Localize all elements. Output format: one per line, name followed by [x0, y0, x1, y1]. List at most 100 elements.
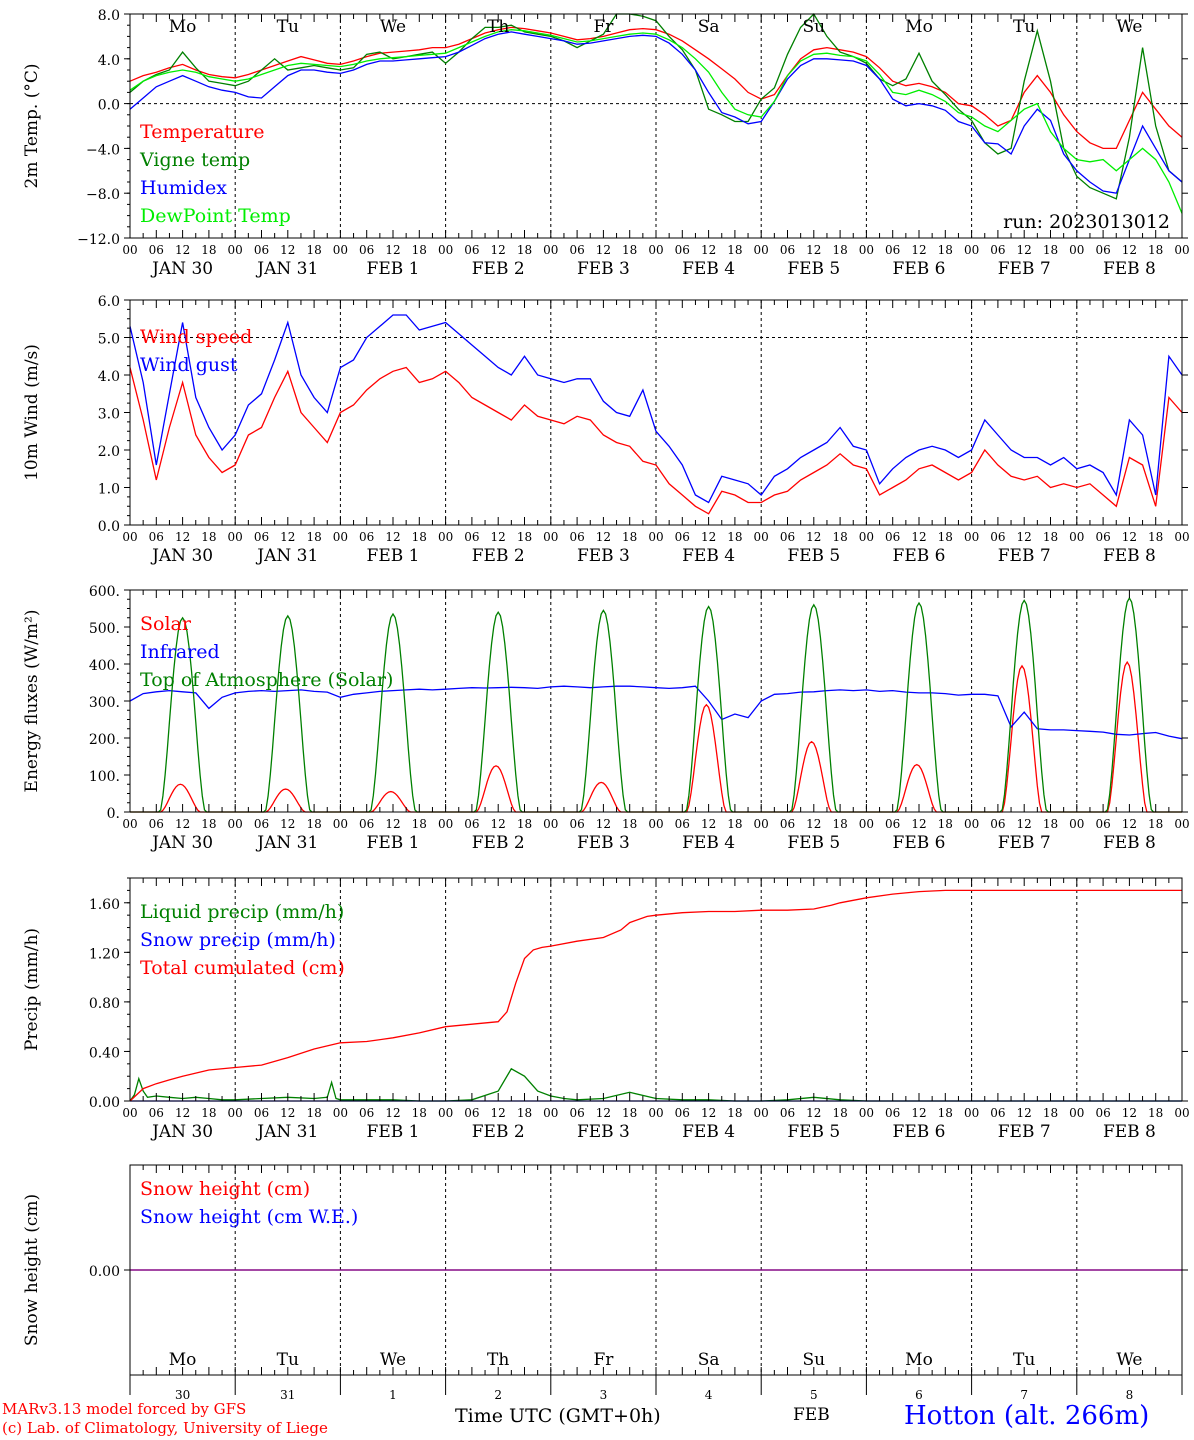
panel-1-series-1-line — [129, 26, 1183, 150]
panel-4-hour-label: 00 — [964, 1106, 979, 1120]
panel-3-hour-label: 12 — [280, 817, 295, 831]
panel-2-hour-label: 06 — [885, 530, 900, 544]
panel-2-y-tick-label: 2.0 — [98, 444, 120, 460]
panel-4-y-tick-label: 0.80 — [89, 996, 120, 1012]
footer-time-label: Time UTC (GMT+0h) — [455, 1405, 661, 1427]
day-name-top: Tu — [1013, 17, 1035, 37]
panel-3-y-axis-title: Energy fluxes (W/m²) — [22, 610, 42, 793]
panel-2-hour-label: 18 — [1148, 530, 1163, 544]
panel-3-legend-3: Top of Atmosphere (Solar) — [140, 669, 393, 691]
panel-1-hour-label: 06 — [569, 243, 584, 257]
panel-4-hour-label: 06 — [885, 1106, 900, 1120]
panel-4-y-tick-label: 0.00 — [89, 1095, 120, 1111]
panel-3-hour-label: 00 — [1069, 817, 1084, 831]
panel-2-y-tick-label: 3.0 — [98, 407, 120, 423]
panel-2-legend-1: Wind speed — [140, 326, 252, 348]
panel-4-hour-label: 00 — [859, 1106, 874, 1120]
panel-1-date-label: FEB 3 — [577, 259, 630, 279]
panel-1-hour-label: 12 — [596, 243, 611, 257]
panel-1-hour-label: 18 — [201, 243, 216, 257]
panel-4-date-label: FEB 8 — [1103, 1122, 1156, 1142]
panel-2-date-label: FEB 1 — [367, 546, 420, 566]
panel-1-hour-label: 06 — [1095, 243, 1110, 257]
panel-1-legend-3: Humidex — [140, 177, 227, 199]
panel-3-hour-label: 18 — [412, 817, 427, 831]
panel-2-hour-label: 00 — [122, 530, 137, 544]
panel-3-hour-label: 06 — [990, 817, 1005, 831]
panel-1-legend-4: DewPoint Temp — [140, 205, 291, 227]
panel-4-hour-label: 00 — [122, 1106, 137, 1120]
panel-4-date-label: FEB 6 — [893, 1122, 946, 1142]
panel-3-hour-label: 06 — [569, 817, 584, 831]
panel-3-legend-2: Infrared — [140, 641, 220, 663]
panel-3-date-label: JAN 30 — [150, 833, 213, 853]
panel-1-hour-label: 18 — [1148, 243, 1163, 257]
day-number-label: 4 — [705, 1388, 713, 1402]
panel-2-hour-label: 18 — [1043, 530, 1058, 544]
day-name-bottom: We — [380, 1350, 406, 1370]
panel-5-y-axis-title: Snow height (cm) — [22, 1194, 42, 1346]
panel-2-y-tick-label: 4.0 — [98, 369, 120, 385]
panel-3-hour-label: 18 — [727, 817, 742, 831]
panel-2-hour-label: 00 — [228, 530, 243, 544]
panel-4-hour-label: 18 — [412, 1106, 427, 1120]
panel-4-hour-label: 12 — [1017, 1106, 1032, 1120]
day-name-bottom: Fr — [593, 1350, 614, 1370]
panel-1-date-label: FEB 8 — [1103, 259, 1156, 279]
panel-2-hour-label: 06 — [464, 530, 479, 544]
panel-3-hour-label: 06 — [254, 817, 269, 831]
panel-1-hour-label: 06 — [464, 243, 479, 257]
panel-3-hour-label: 00 — [543, 817, 558, 831]
panel-4-date-label: FEB 2 — [472, 1122, 525, 1142]
panel-3-y-tick-label: 100. — [89, 769, 120, 785]
panel-2-hour-label: 06 — [780, 530, 795, 544]
panel-1-run-label: run: 2023013012 — [1003, 211, 1170, 233]
panel-4-hour-label: 06 — [254, 1106, 269, 1120]
panel-1-y-tick-label: −8.0 — [86, 187, 120, 203]
panel-2-hour-label: 12 — [280, 530, 295, 544]
panel-3-hour-label: 12 — [1017, 817, 1032, 831]
day-number-label: 1 — [389, 1388, 397, 1402]
day-name-top: Fr — [593, 17, 614, 37]
panel-3-hour-label: 12 — [911, 817, 926, 831]
footer-station-label: Hotton (alt. 266m) — [904, 1401, 1150, 1431]
panel-3-hour-label: 18 — [1148, 817, 1163, 831]
footer-model-credit: MARv3.13 model forced by GFS — [2, 1400, 247, 1418]
panel-3-hour-label: 18 — [201, 817, 216, 831]
panel-1-hour-label: 12 — [806, 243, 821, 257]
panel-2-hour-label: 00 — [648, 530, 663, 544]
panel-4-date-label: FEB 3 — [577, 1122, 630, 1142]
panel-2-hour-label: 00 — [1174, 530, 1189, 544]
panel-3-hour-label: 00 — [648, 817, 663, 831]
panel-3-hour-label: 18 — [1043, 817, 1058, 831]
day-name-bottom: Su — [802, 1350, 825, 1370]
panel-4-legend-3: Total cumulated (cm) — [140, 957, 345, 979]
day-name-bottom: We — [1116, 1350, 1142, 1370]
panel-4-hour-label: 00 — [1069, 1106, 1084, 1120]
panel-3-y-tick-label: 0. — [107, 806, 120, 822]
panel-4-hour-label: 18 — [306, 1106, 321, 1120]
panel-1-hour-label: 18 — [1043, 243, 1058, 257]
day-name-top: Su — [802, 17, 825, 37]
panel-1-hour-label: 00 — [1174, 243, 1189, 257]
panel-1-date-label: FEB 6 — [893, 259, 946, 279]
day-number-label: 2 — [494, 1388, 502, 1402]
panel-1-date-label: FEB 4 — [682, 259, 735, 279]
panel-4-hour-label: 06 — [569, 1106, 584, 1120]
footer-month-label: FEB — [793, 1405, 830, 1425]
panel-4-date-label: FEB 4 — [682, 1122, 735, 1142]
panel-4-hour-label: 18 — [1148, 1106, 1163, 1120]
panel-4-hour-label: 12 — [491, 1106, 506, 1120]
panel-4-series-3-line — [129, 889, 1182, 1102]
panel-1-y-axis-title: 2m Temp. (°C) — [22, 63, 42, 188]
panel-3-date-label: FEB 4 — [682, 833, 735, 853]
panel-2-hour-label: 06 — [569, 530, 584, 544]
text-layer: 8.0 4.0 0.0 −4.0 −8.0 −12.0 2m Temp. (°C) Tempe… — [22, 8, 1190, 1402]
panel-4-hour-label: 12 — [280, 1106, 295, 1120]
day-name-top: Th — [487, 17, 509, 37]
panel-1-hour-label: 18 — [517, 243, 532, 257]
panel-4-hour-label: 00 — [648, 1106, 663, 1120]
panel-2-hour-label: 00 — [859, 530, 874, 544]
panel-2-date-label: FEB 2 — [472, 546, 525, 566]
